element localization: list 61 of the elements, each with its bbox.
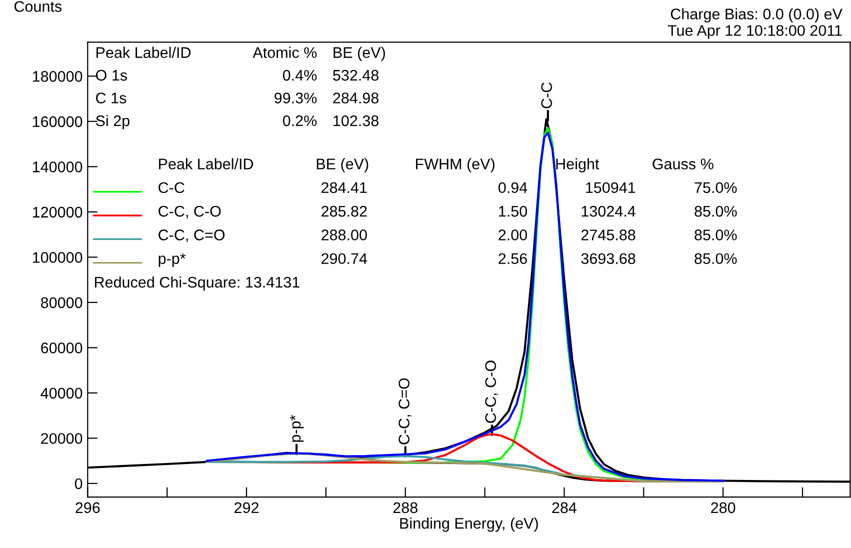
annotation: Height bbox=[556, 158, 600, 172]
x-tick-label: 296 bbox=[76, 502, 100, 514]
legend-label: p-p* bbox=[158, 253, 186, 268]
annotation: 75.0% bbox=[694, 182, 737, 194]
annotation: Peak Label/ID bbox=[96, 46, 191, 58]
annotation: BE (eV) bbox=[334, 46, 385, 61]
annotation: 85.0% bbox=[694, 206, 737, 217]
annotation: Gauss % bbox=[652, 158, 714, 170]
annotation: 284.41 bbox=[322, 182, 367, 194]
annotation: 0.2% bbox=[282, 115, 317, 126]
annotation: 2.56 bbox=[498, 253, 527, 264]
y-tick-label: 40000 bbox=[40, 388, 82, 399]
annotation: 13024.4 bbox=[582, 206, 636, 217]
annotation: p-p* bbox=[290, 415, 304, 442]
legend-label: C-C, C=O bbox=[158, 230, 225, 242]
annotation: 85.0% bbox=[694, 230, 737, 240]
annotation: FWHM (eV) bbox=[416, 158, 494, 172]
annotation: 284.98 bbox=[333, 92, 378, 104]
annotation: 102.38 bbox=[334, 115, 378, 126]
annotation: 0.94 bbox=[498, 182, 528, 194]
annotation: C-C, C-O bbox=[485, 360, 498, 423]
y-tick-label: 20000 bbox=[41, 433, 82, 444]
annotation: Reduced Chi-Square: 13.4131 bbox=[95, 276, 300, 291]
annotation: 290.74 bbox=[322, 253, 368, 264]
annotation: BE (eV) bbox=[316, 158, 368, 172]
y-tick-label: 120000 bbox=[32, 206, 82, 218]
x-axis-title: Binding Energy, (eV) bbox=[400, 518, 538, 532]
y-tick-label: 100000 bbox=[32, 252, 82, 263]
annotation: Peak Label/ID bbox=[159, 158, 254, 170]
annotation: 85.0% bbox=[694, 253, 737, 264]
y-tick-label: 160000 bbox=[32, 116, 82, 128]
annotation: 0.4% bbox=[282, 70, 317, 81]
legend-label: C-C, C-O bbox=[158, 206, 221, 219]
annotation: C-C bbox=[541, 82, 552, 108]
annotation: 150941 bbox=[586, 182, 636, 194]
annotation: O 1s bbox=[96, 70, 127, 81]
y-tick-label: 80000 bbox=[40, 297, 82, 308]
x-tick-label: 284 bbox=[552, 502, 577, 514]
y-tick-label: 60000 bbox=[41, 342, 82, 354]
y-tick-label: 140000 bbox=[32, 162, 82, 172]
x-tick-label: 288 bbox=[393, 502, 418, 514]
annotation: Si 2p bbox=[96, 114, 130, 130]
y-tick-label: 180000 bbox=[32, 71, 82, 82]
annotation: 2.00 bbox=[498, 230, 528, 240]
annotation: 288.00 bbox=[322, 230, 367, 240]
y-axis-title: Counts bbox=[14, 1, 62, 12]
y-tick-label: 0 bbox=[74, 478, 82, 490]
annotation: 1.50 bbox=[499, 206, 528, 217]
annotation: 285.82 bbox=[322, 206, 367, 217]
annotation: 3693.68 bbox=[581, 253, 636, 264]
annotation: 99.3% bbox=[274, 92, 317, 104]
legend-label: C-C bbox=[158, 182, 184, 194]
text: Charge Bias: 0.0 (0.0) eV bbox=[670, 8, 842, 22]
annotation: C-C, C=O bbox=[398, 378, 412, 444]
annotation: 2745.88 bbox=[581, 230, 636, 240]
x-tick-label: 280 bbox=[711, 502, 736, 514]
annotation: Atomic % bbox=[252, 46, 317, 58]
annotation: 532.48 bbox=[333, 70, 378, 81]
annotation: C 1s bbox=[96, 92, 126, 104]
x-tick-label: 292 bbox=[234, 502, 258, 514]
text: Tue Apr 12 10:18:00 2011 bbox=[668, 25, 842, 39]
